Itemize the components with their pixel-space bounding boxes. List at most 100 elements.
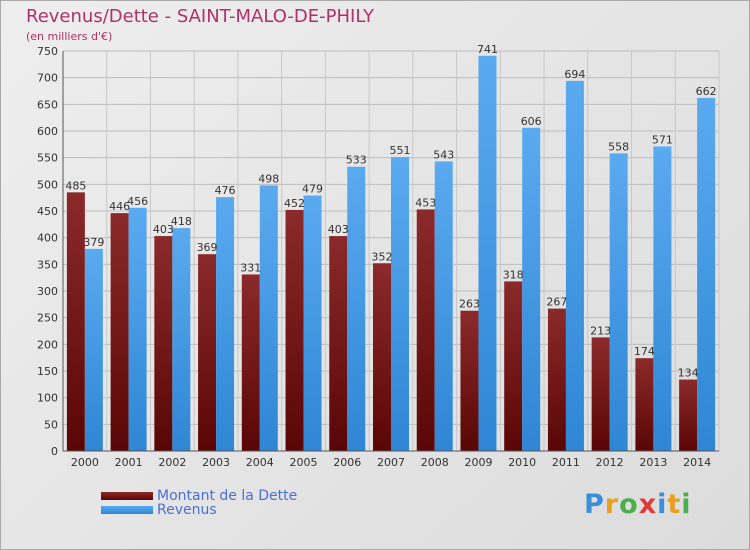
chart-subtitle: (en milliers d'€) [26,30,113,43]
bar-dette [329,236,348,451]
y-tick-label: 400 [37,232,58,245]
bar-dette [241,274,260,451]
bar-revenus [653,146,672,451]
bar-revenus [434,161,453,451]
bar-revenus [478,55,497,452]
legend-label-dette: Montant de la Dette [157,488,298,504]
bar-dette [504,281,523,451]
x-tick-label: 2006 [333,456,361,469]
y-tick-label: 50 [44,418,58,431]
data-label-dette: 174 [634,345,655,358]
data-label-dette: 403 [153,223,174,236]
logo-letter: i [657,489,668,520]
data-label-dette: 318 [503,268,524,281]
data-label-dette: 369 [197,241,218,254]
bar-revenus [609,153,628,451]
x-tick-label: 2011 [552,456,580,469]
data-label-dette: 452 [284,197,305,210]
data-label-dette: 403 [328,223,349,236]
bar-dette [373,263,391,451]
y-tick-label: 650 [37,98,58,111]
y-tick-label: 550 [37,152,58,165]
data-label-revenus: 498 [258,172,279,185]
data-label-dette: 213 [590,324,611,337]
logo-letter: x [638,489,658,520]
data-label-revenus: 741 [477,43,498,56]
logo-letter: r [604,489,620,520]
data-label-dette: 453 [415,196,436,209]
data-label-revenus: 558 [608,140,629,153]
y-tick-label: 700 [37,72,58,85]
bar-revenus [565,80,584,451]
data-label-dette: 352 [372,250,393,263]
x-tick-label: 2002 [158,456,186,469]
bar-dette [66,192,85,452]
data-label-dette: 267 [546,296,567,309]
bar-revenus [216,197,235,451]
y-tick-label: 350 [37,258,58,271]
bar-dette [154,236,173,451]
data-label-dette: 134 [678,367,699,380]
legend-swatch-dette [101,492,153,500]
y-tick-label: 100 [37,392,58,405]
bar-dette [460,310,479,451]
data-label-dette: 446 [109,200,130,213]
logo-letter: i [681,489,692,520]
bar-revenus [172,228,191,451]
x-tick-label: 2000 [71,456,99,469]
bar-revenus [303,195,322,451]
bar-dette [110,213,129,451]
bar-revenus [259,185,278,451]
y-tick-label: 200 [37,338,58,351]
bar-revenus [84,248,103,451]
bar-dette [285,209,304,451]
data-label-dette: 485 [65,179,86,192]
y-tick-label: 600 [37,125,58,138]
data-label-revenus: 606 [521,115,542,128]
y-tick-label: 150 [37,365,58,378]
proxiti-logo: Proxiti [584,489,692,520]
y-tick-label: 0 [51,445,58,458]
legend-label-revenus: Revenus [157,502,217,518]
x-tick-label: 2003 [202,456,230,469]
data-label-revenus: 543 [433,148,454,161]
data-label-revenus: 379 [83,236,104,249]
x-tick-label: 2005 [290,456,318,469]
y-tick-label: 450 [37,205,58,218]
x-tick-label: 2007 [377,456,405,469]
data-label-revenus: 533 [346,154,367,167]
y-tick-label: 250 [37,312,58,325]
data-label-revenus: 694 [564,68,585,81]
bar-dette [635,358,654,451]
bar-dette [591,337,610,451]
legend-swatch-revenus [101,506,153,514]
x-tick-label: 2001 [115,456,143,469]
legend-item-dette: Montant de la Dette [101,488,298,504]
data-label-revenus: 418 [171,215,192,228]
bar-dette [416,209,435,451]
data-label-revenus: 479 [302,183,323,196]
data-label-dette: 331 [240,261,261,274]
bar-revenus [391,157,409,451]
x-tick-label: 2010 [508,456,536,469]
legend-item-revenus: Revenus [101,502,217,518]
bar-dette [547,308,566,451]
data-label-revenus: 476 [215,184,236,197]
data-label-revenus: 571 [652,133,673,146]
logo-letter: t [667,489,682,520]
x-tick-label: 2012 [596,456,624,469]
bar-dette [679,379,698,451]
x-tick-label: 2008 [421,456,449,469]
y-tick-label: 500 [37,178,58,191]
x-tick-label: 2014 [683,456,711,469]
x-tick-label: 2009 [464,456,492,469]
data-label-revenus: 662 [696,85,717,98]
bar-revenus [522,127,541,452]
data-label-revenus: 456 [127,195,148,208]
data-label-revenus: 551 [390,144,411,157]
y-tick-label: 750 [37,45,58,58]
logo-letter: P [584,489,605,520]
bar-revenus [697,97,716,451]
bar-revenus [347,166,366,451]
